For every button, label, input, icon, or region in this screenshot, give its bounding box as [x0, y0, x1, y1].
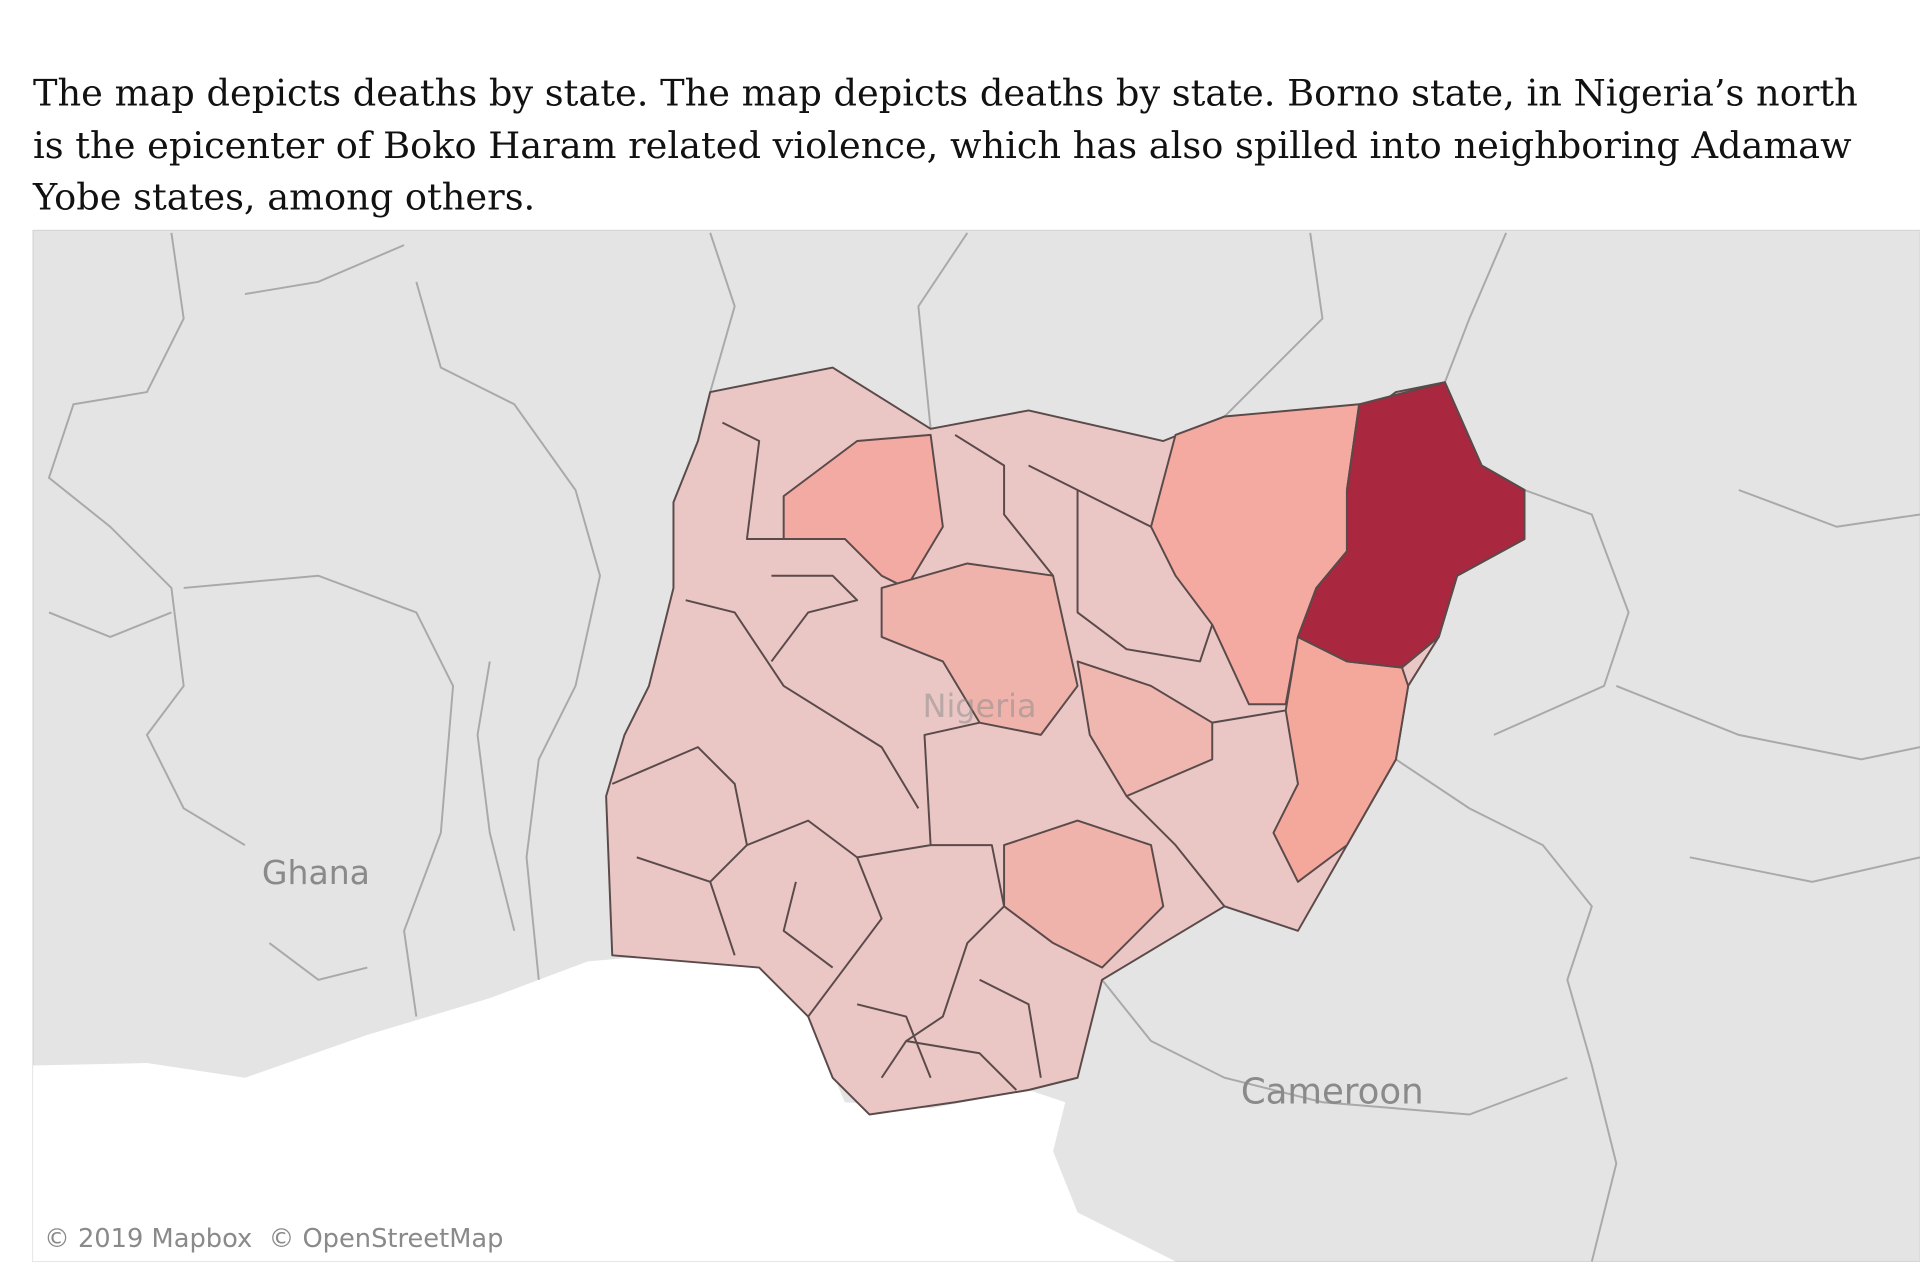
description-line: Yobe states, among others. [32, 176, 535, 219]
state [1003, 819, 1165, 969]
ocean [33, 952, 1176, 1262]
map-attribution: © 2019 Mapbox © OpenStreetMap [44, 1224, 503, 1254]
nigeria-states [605, 366, 1526, 1116]
map-label: Ghana [262, 853, 370, 892]
description-line: is the epicenter of Boko Haram related v… [33, 124, 1851, 167]
description-line: The map depicts deaths by state. The map… [33, 72, 1858, 115]
state [880, 562, 1079, 736]
state [1296, 381, 1526, 669]
map: Ghana Nigeria Cameroon © 2019 Mapbox © O… [32, 229, 1920, 1263]
map-label: Cameroon [1241, 1072, 1424, 1113]
map-label: Nigeria [923, 687, 1037, 725]
state [1076, 660, 1214, 798]
country-borders [47, 232, 1920, 1262]
